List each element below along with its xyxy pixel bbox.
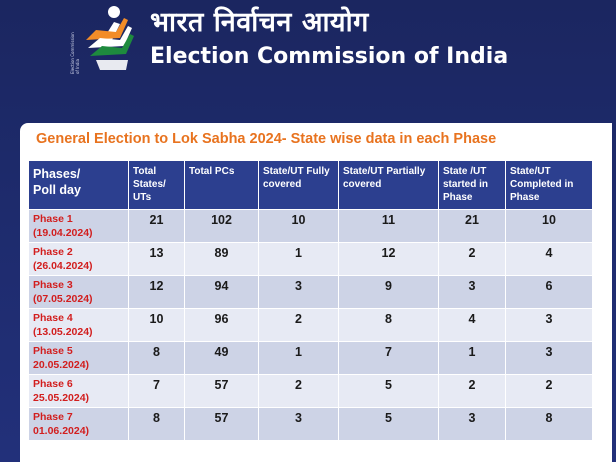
total-states-cell: 8: [128, 407, 185, 441]
phase-cell: Phase 6 25.05.2024): [28, 374, 129, 408]
started-cell: 2: [438, 242, 506, 276]
col-header-total-pcs: Total PCs: [184, 160, 259, 210]
table-header-row: Phases/ Poll day Total States/ UTs Total…: [28, 160, 593, 210]
table-row: Phase 3 (07.05.2024) 12 94 3 9 3 6: [28, 275, 593, 309]
started-cell: 21: [438, 209, 506, 243]
phase-cell: Phase 3 (07.05.2024): [28, 275, 129, 309]
total-states-cell: 12: [128, 275, 185, 309]
col-header-phases: Phases/ Poll day: [28, 160, 129, 210]
title-hindi: भारत निर्वाचन आयोग: [150, 7, 369, 38]
phase-cell: Phase 4 (13.05.2024): [28, 308, 129, 342]
table-row: Phase 7 01.06.2024) 8 57 3 5 3 8: [28, 407, 593, 441]
phase-cell: Phase 5 20.05.2024): [28, 341, 129, 375]
completed-cell: 10: [505, 209, 593, 243]
started-cell: 2: [438, 374, 506, 408]
partially-covered-cell: 5: [338, 374, 439, 408]
total-pcs-cell: 57: [184, 407, 259, 441]
completed-cell: 8: [505, 407, 593, 441]
title-english: Election Commission of India: [150, 44, 509, 69]
phase-date: 25.05.2024): [33, 392, 90, 404]
phase-date: (07.05.2024): [33, 293, 93, 305]
phase-label: Phase 4: [33, 312, 73, 324]
eci-logo-icon: [86, 6, 134, 70]
phase-label: Phase 2: [33, 246, 73, 258]
total-states-cell: 10: [128, 308, 185, 342]
completed-cell: 6: [505, 275, 593, 309]
total-pcs-cell: 49: [184, 341, 259, 375]
started-cell: 1: [438, 341, 506, 375]
phase-date: (26.04.2024): [33, 260, 93, 272]
total-pcs-cell: 89: [184, 242, 259, 276]
fully-covered-cell: 2: [258, 374, 339, 408]
phase-date: (19.04.2024): [33, 227, 93, 239]
header: Election Commission of India भारत निर्वा…: [0, 0, 616, 112]
fully-covered-cell: 1: [258, 242, 339, 276]
col-header-partially-covered: State/UT Partially covered: [338, 160, 439, 210]
started-cell: 3: [438, 275, 506, 309]
completed-cell: 4: [505, 242, 593, 276]
fully-covered-cell: 1: [258, 341, 339, 375]
total-pcs-cell: 94: [184, 275, 259, 309]
card-title: General Election to Lok Sabha 2024- Stat…: [36, 131, 497, 147]
phase-cell: Phase 7 01.06.2024): [28, 407, 129, 441]
table-row: Phase 1 (19.04.2024) 21 102 10 11 21 10: [28, 209, 593, 243]
col-header-completed: State/UT Completed in Phase: [505, 160, 593, 210]
completed-cell: 3: [505, 308, 593, 342]
phase-cell: Phase 1 (19.04.2024): [28, 209, 129, 243]
started-cell: 4: [438, 308, 506, 342]
col-header-started: State /UT started in Phase: [438, 160, 506, 210]
total-states-cell: 8: [128, 341, 185, 375]
total-states-cell: 21: [128, 209, 185, 243]
total-states-cell: 7: [128, 374, 185, 408]
logo-caption: Election Commission of India: [70, 32, 80, 74]
started-cell: 3: [438, 407, 506, 441]
table-row: Phase 6 25.05.2024) 7 57 2 5 2 2: [28, 374, 593, 408]
data-card: General Election to Lok Sabha 2024- Stat…: [20, 123, 612, 462]
col-header-phases-line2: Poll day: [33, 183, 81, 197]
phase-label: Phase 1: [33, 213, 73, 225]
partially-covered-cell: 12: [338, 242, 439, 276]
table-row: Phase 5 20.05.2024) 8 49 1 7 1 3: [28, 341, 593, 375]
partially-covered-cell: 8: [338, 308, 439, 342]
completed-cell: 3: [505, 341, 593, 375]
completed-cell: 2: [505, 374, 593, 408]
phase-cell: Phase 2 (26.04.2024): [28, 242, 129, 276]
phase-label: Phase 7: [33, 411, 73, 423]
total-pcs-cell: 102: [184, 209, 259, 243]
fully-covered-cell: 3: [258, 275, 339, 309]
col-header-total-states: Total States/ UTs: [128, 160, 185, 210]
phase-data-table: Phases/ Poll day Total States/ UTs Total…: [28, 160, 593, 441]
phase-label: Phase 5: [33, 345, 73, 357]
phase-date: 20.05.2024): [33, 359, 90, 371]
table-row: Phase 4 (13.05.2024) 10 96 2 8 4 3: [28, 308, 593, 342]
col-header-phases-line1: Phases/: [33, 167, 81, 181]
phase-date: (13.05.2024): [33, 326, 93, 338]
fully-covered-cell: 2: [258, 308, 339, 342]
table-row: Phase 2 (26.04.2024) 13 89 1 12 2 4: [28, 242, 593, 276]
fully-covered-cell: 3: [258, 407, 339, 441]
total-pcs-cell: 96: [184, 308, 259, 342]
total-states-cell: 13: [128, 242, 185, 276]
col-header-fully-covered: State/UT Fully covered: [258, 160, 339, 210]
partially-covered-cell: 5: [338, 407, 439, 441]
fully-covered-cell: 10: [258, 209, 339, 243]
phase-label: Phase 3: [33, 279, 73, 291]
partially-covered-cell: 9: [338, 275, 439, 309]
partially-covered-cell: 7: [338, 341, 439, 375]
phase-label: Phase 6: [33, 378, 73, 390]
total-pcs-cell: 57: [184, 374, 259, 408]
phase-date: 01.06.2024): [33, 425, 90, 437]
partially-covered-cell: 11: [338, 209, 439, 243]
